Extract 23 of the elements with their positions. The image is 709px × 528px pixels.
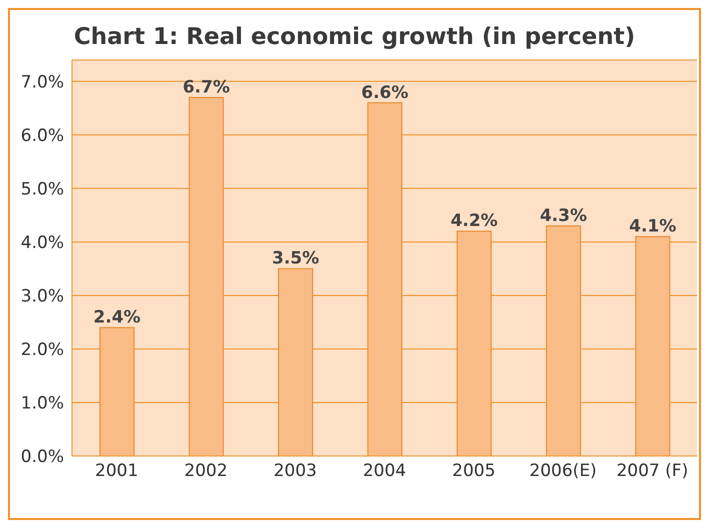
data-label: 6.6% — [361, 82, 408, 103]
y-tick-label: 7.0% — [20, 72, 64, 92]
y-tick-label: 3.0% — [20, 286, 64, 306]
y-tick-label: 2.0% — [20, 340, 64, 360]
data-label: 2.4% — [93, 308, 141, 328]
data-label: 4.1% — [629, 216, 676, 237]
data-label: 3.5% — [272, 248, 320, 269]
x-tick-label: 2001 — [95, 461, 138, 482]
x-tick-label: 2006(E) — [529, 461, 597, 482]
data-label: 4.3% — [540, 206, 588, 226]
x-tick-label: 2004 — [362, 461, 406, 482]
y-tick-label: 1.0% — [20, 394, 64, 414]
x-tick-label: 2005 — [452, 461, 496, 482]
x-tick-label: 2003 — [274, 461, 317, 482]
data-label: 4.2% — [450, 211, 498, 232]
x-tick-label: 2002 — [184, 461, 228, 482]
y-tick-label: 5.0% — [20, 179, 64, 200]
chart-title: Chart 1: Real economic growth (in percent) — [72, 24, 636, 50]
y-tick-label: 4.0% — [20, 232, 64, 253]
data-label: 6.7% — [182, 77, 230, 98]
y-tick-label: 6.0% — [20, 126, 64, 146]
x-tick-label: 2007 (F) — [616, 461, 688, 482]
y-tick-label: 0.0% — [20, 447, 64, 468]
